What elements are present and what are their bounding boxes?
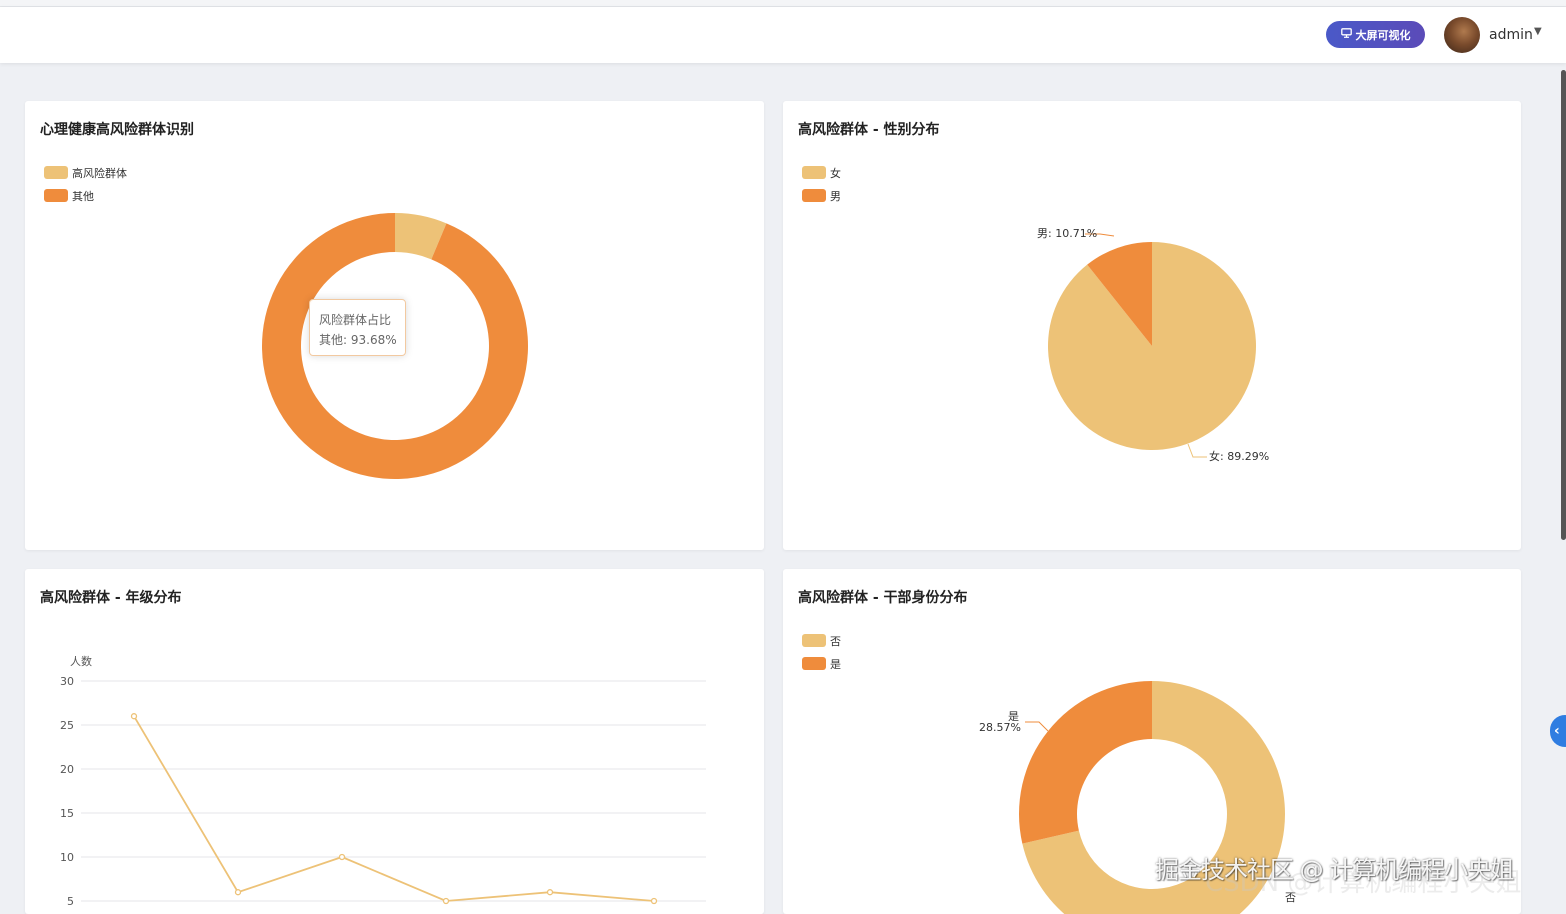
legend-label: 其他 — [72, 189, 94, 203]
grade-line-chart: 人数 5 10 15 20 25 30 — [60, 655, 706, 908]
data-point-3[interactable] — [442, 897, 450, 905]
legend-item-female[interactable]: 女 — [802, 161, 841, 184]
tooltip: 风险群体占比 其他: 93.68% — [309, 299, 406, 356]
legend-label: 是 — [830, 657, 841, 671]
risk-group-card: 心理健康高风险群体识别 高风险群体 其他 风险群体占比 其他: 93.68% — [25, 101, 764, 550]
bigscreen-label: 大屏可视化 — [1355, 29, 1411, 42]
label-line-female — [1187, 443, 1207, 458]
y-axis-name: 人数 — [70, 655, 92, 668]
legend-swatch — [802, 634, 826, 647]
legend-swatch — [44, 189, 68, 202]
chevron-left-icon: ‹ — [1554, 723, 1560, 739]
label-line-male — [1085, 233, 1115, 237]
gender-distribution-card: 高风险群体 - 性别分布 女 男 男: 10.71% 女: 89.29% — [783, 101, 1521, 550]
y-tick-label: 10 — [60, 851, 74, 864]
y-tick-label: 25 — [60, 719, 74, 732]
cadre-donut-chart: 是 28.57% 否 — [979, 681, 1296, 914]
data-point-1[interactable] — [234, 889, 242, 896]
watermark: 掘金技术社区 @ 计算机编程小央姐 — [1155, 856, 1514, 884]
label-male: 男: 10.71% — [1037, 227, 1097, 240]
data-point-4[interactable] — [546, 889, 554, 896]
legend-swatch — [802, 166, 826, 179]
data-point-2[interactable] — [338, 853, 346, 861]
tooltip-title: 风险群体占比 — [319, 313, 392, 327]
y-tick-label: 20 — [60, 763, 74, 776]
legend: 女 男 — [802, 161, 841, 207]
legend-item-male[interactable]: 男 — [802, 184, 841, 207]
data-point-0[interactable] — [130, 713, 138, 720]
tooltip-value: 其他: 93.68% — [319, 333, 397, 347]
pie-slice-高风险群体[interactable] — [395, 212, 447, 260]
monitor-icon — [1340, 28, 1352, 41]
cadre-distribution-card: 高风险群体 - 干部身份分布 否 是 是 28.57% 否 — [783, 569, 1521, 914]
risk-donut-chart — [262, 212, 528, 479]
legend-swatch — [44, 166, 68, 179]
legend-label: 男 — [830, 189, 841, 203]
pie-slice-否[interactable] — [1022, 681, 1285, 914]
legend-label: 高风险群体 — [72, 166, 127, 180]
legend-label: 否 — [830, 634, 841, 648]
avatar[interactable] — [1444, 17, 1480, 53]
username[interactable]: admin — [1489, 27, 1533, 43]
top-header: 大屏可视化 admin ▼ — [0, 7, 1566, 63]
top-strip — [0, 0, 1566, 7]
series-line — [133, 715, 655, 902]
y-tick-label: 5 — [67, 895, 74, 908]
label-female: 女: 89.29% — [1209, 449, 1269, 463]
legend: 否 是 — [802, 629, 841, 675]
legend-item-no[interactable]: 否 — [802, 629, 841, 652]
gender-pie-chart: 男: 10.71% 女: 89.29% — [1037, 227, 1269, 463]
legend-swatch — [802, 189, 826, 202]
legend-item-yes[interactable]: 是 — [802, 652, 841, 675]
legend: 高风险群体 其他 — [44, 161, 127, 207]
grade-distribution-card: 高风险群体 - 年级分布 人数 5 10 15 20 25 30 — [25, 569, 764, 914]
csdn-watermark: CSDN @计算机编程小央姐 — [1205, 868, 1522, 898]
label-yes-name: 是 — [1008, 710, 1019, 723]
bigscreen-button[interactable]: 大屏可视化 — [1326, 21, 1425, 48]
card-title: 高风险群体 - 性别分布 — [798, 122, 940, 138]
card-title: 高风险群体 - 年级分布 — [40, 590, 182, 606]
label-line-yes — [1025, 721, 1049, 732]
pie-slice-男[interactable] — [1087, 242, 1152, 346]
pie-slice-其他[interactable] — [262, 212, 528, 479]
label-yes-pct: 28.57% — [979, 721, 1021, 734]
side-collapse-button[interactable]: ‹ — [1550, 715, 1566, 747]
legend-item-high-risk[interactable]: 高风险群体 — [44, 161, 127, 184]
pie-slice-是[interactable] — [1019, 681, 1152, 844]
scrollbar[interactable] — [1561, 70, 1566, 540]
legend-label: 女 — [830, 166, 841, 180]
legend-item-other[interactable]: 其他 — [44, 184, 127, 207]
label-no-name: 否 — [1285, 891, 1296, 904]
card-title: 高风险群体 - 干部身份分布 — [798, 590, 968, 606]
card-title: 心理健康高风险群体识别 — [40, 122, 194, 138]
y-tick-label: 15 — [60, 807, 74, 820]
legend-swatch — [802, 657, 826, 670]
data-point-5[interactable] — [650, 897, 658, 905]
y-tick-label: 30 — [60, 675, 74, 688]
caret-down-icon[interactable]: ▼ — [1534, 26, 1542, 37]
